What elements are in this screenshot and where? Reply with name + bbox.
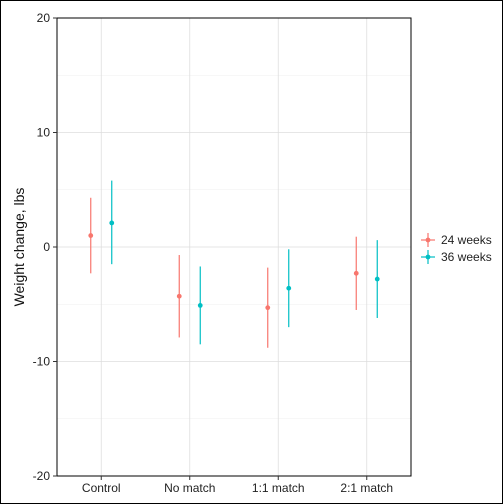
data-point (176, 293, 182, 299)
x-tick-label: 2:1 match (340, 481, 393, 495)
y-tick-label: 20 (37, 11, 51, 25)
data-point (353, 270, 359, 276)
legend-label: 24 weeks (441, 233, 492, 247)
data-point (109, 220, 115, 226)
data-point (374, 276, 380, 282)
y-tick-label: -10 (33, 355, 51, 369)
data-point (286, 285, 292, 291)
data-point (265, 305, 271, 311)
data-point (197, 302, 203, 308)
grid-layer (57, 17, 411, 477)
marks-layer (88, 180, 380, 348)
legend-label: 36 weeks (441, 250, 492, 264)
axis-layer: -20 -10 0 10 20 Control No match 1:1 match 2:1 m… (33, 11, 393, 495)
x-tick-label: No match (164, 481, 215, 495)
x-tick-label: 1:1 match (252, 481, 305, 495)
legend-key-point (425, 237, 431, 243)
x-tick-label: Control (82, 481, 121, 495)
y-axis-title: Weight change, lbs (11, 188, 27, 307)
y-tick-label: 0 (43, 240, 50, 254)
legend: 24 weeks 36 weeks (421, 233, 492, 264)
data-point (88, 233, 94, 238)
y-tick-label: -20 (33, 469, 51, 483)
legend-key-point (425, 254, 431, 260)
y-tick-label: 10 (37, 126, 51, 140)
